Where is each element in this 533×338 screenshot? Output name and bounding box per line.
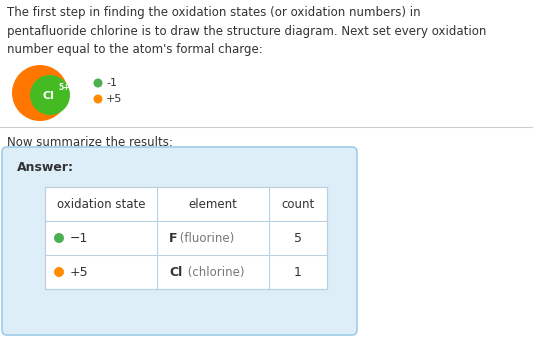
Circle shape bbox=[93, 95, 102, 103]
Circle shape bbox=[12, 65, 68, 121]
Text: Answer:: Answer: bbox=[17, 161, 74, 174]
Circle shape bbox=[93, 78, 102, 88]
Text: Now summarize the results:: Now summarize the results: bbox=[7, 136, 173, 149]
Text: (chlorine): (chlorine) bbox=[184, 266, 245, 279]
Circle shape bbox=[30, 75, 70, 115]
Text: 1: 1 bbox=[294, 266, 302, 279]
Text: +5: +5 bbox=[106, 95, 123, 104]
FancyBboxPatch shape bbox=[2, 147, 357, 335]
Circle shape bbox=[54, 267, 64, 277]
Circle shape bbox=[54, 233, 64, 243]
Text: F: F bbox=[169, 232, 177, 245]
Text: 5+: 5+ bbox=[58, 82, 69, 92]
Text: -1: -1 bbox=[106, 78, 117, 89]
Text: 5: 5 bbox=[294, 232, 302, 245]
Text: (fluorine): (fluorine) bbox=[176, 232, 235, 245]
FancyBboxPatch shape bbox=[45, 187, 327, 289]
Text: oxidation state: oxidation state bbox=[56, 197, 146, 211]
Text: count: count bbox=[281, 197, 314, 211]
Text: Cl: Cl bbox=[169, 266, 182, 279]
Text: +5: +5 bbox=[70, 266, 88, 279]
Text: The first step in finding the oxidation states (or oxidation numbers) in
pentafl: The first step in finding the oxidation … bbox=[7, 6, 487, 56]
Text: Cl: Cl bbox=[42, 91, 54, 101]
Text: −1: −1 bbox=[70, 232, 88, 245]
Text: element: element bbox=[189, 197, 237, 211]
